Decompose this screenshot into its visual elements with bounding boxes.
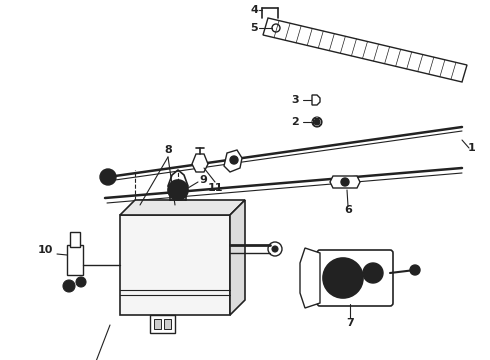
Text: 5: 5 [250,23,258,33]
Polygon shape [330,176,360,188]
Circle shape [314,119,320,125]
Bar [150,315,175,333]
Text: 7: 7 [346,318,354,328]
Text: 3: 3 [291,95,299,105]
Polygon shape [224,150,242,172]
Circle shape [410,265,420,275]
Circle shape [105,174,111,180]
Polygon shape [312,95,320,105]
Circle shape [341,178,349,186]
Circle shape [100,169,116,185]
Text: 10: 10 [37,245,53,255]
Bar [67,245,83,275]
Text: 11: 11 [207,183,223,193]
Circle shape [363,263,383,283]
Bar [120,215,230,315]
Bar [164,319,171,329]
Text: 4: 4 [250,5,258,15]
Text: 6: 6 [344,205,352,215]
Text: 2: 2 [291,117,299,127]
Polygon shape [230,200,245,315]
Circle shape [323,258,363,298]
Polygon shape [263,18,467,82]
Circle shape [168,180,188,200]
Polygon shape [120,200,245,215]
Bar [154,319,161,329]
Polygon shape [300,248,320,308]
Circle shape [272,246,278,252]
Circle shape [230,156,238,164]
Text: 1: 1 [468,143,476,153]
FancyBboxPatch shape [317,250,393,306]
Circle shape [63,280,75,292]
Polygon shape [192,154,208,172]
Circle shape [338,273,348,283]
Text: 8: 8 [164,145,172,155]
Bar [70,232,80,247]
Text: 9: 9 [199,175,207,185]
Circle shape [76,277,86,287]
